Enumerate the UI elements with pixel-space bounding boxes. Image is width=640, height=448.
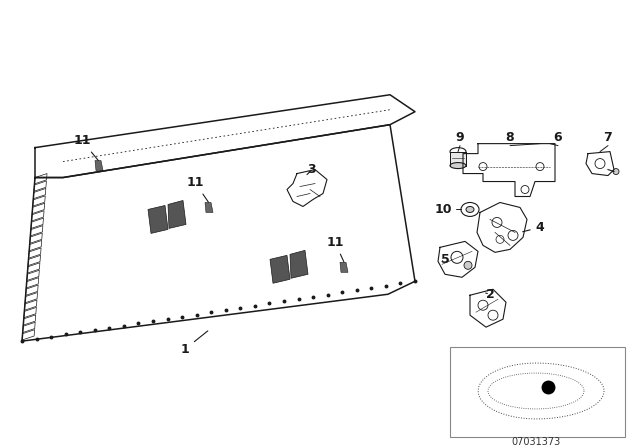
Polygon shape [270, 255, 290, 283]
Text: 11: 11 [73, 134, 98, 160]
Circle shape [492, 217, 502, 228]
Text: 8: 8 [506, 131, 515, 144]
Polygon shape [290, 250, 308, 278]
Text: 10: 10 [435, 203, 452, 216]
Bar [450, 347, 625, 437]
Circle shape [464, 261, 472, 269]
Text: 5: 5 [440, 253, 449, 266]
Ellipse shape [466, 207, 474, 212]
Circle shape [613, 168, 619, 175]
Circle shape [451, 251, 463, 263]
Circle shape [479, 163, 487, 171]
Text: 6: 6 [554, 131, 563, 144]
Circle shape [595, 159, 605, 168]
Circle shape [521, 185, 529, 194]
Polygon shape [340, 263, 348, 272]
Polygon shape [168, 201, 186, 228]
Polygon shape [205, 202, 213, 212]
Text: 11: 11 [326, 236, 344, 262]
Circle shape [478, 300, 488, 310]
Ellipse shape [450, 163, 466, 168]
Text: 4: 4 [523, 221, 545, 234]
Text: 9: 9 [456, 131, 464, 144]
Polygon shape [148, 206, 168, 233]
Circle shape [496, 235, 504, 243]
Text: 1: 1 [180, 331, 208, 356]
Polygon shape [95, 160, 103, 171]
Text: 3: 3 [307, 163, 316, 176]
Bar [450, 151, 466, 166]
Circle shape [508, 230, 518, 241]
Text: 2: 2 [486, 288, 494, 301]
Ellipse shape [461, 202, 479, 216]
Text: 7: 7 [604, 131, 612, 144]
Circle shape [536, 163, 544, 171]
Text: 11: 11 [186, 176, 209, 202]
Text: 07031373: 07031373 [511, 437, 561, 447]
Circle shape [488, 310, 498, 320]
